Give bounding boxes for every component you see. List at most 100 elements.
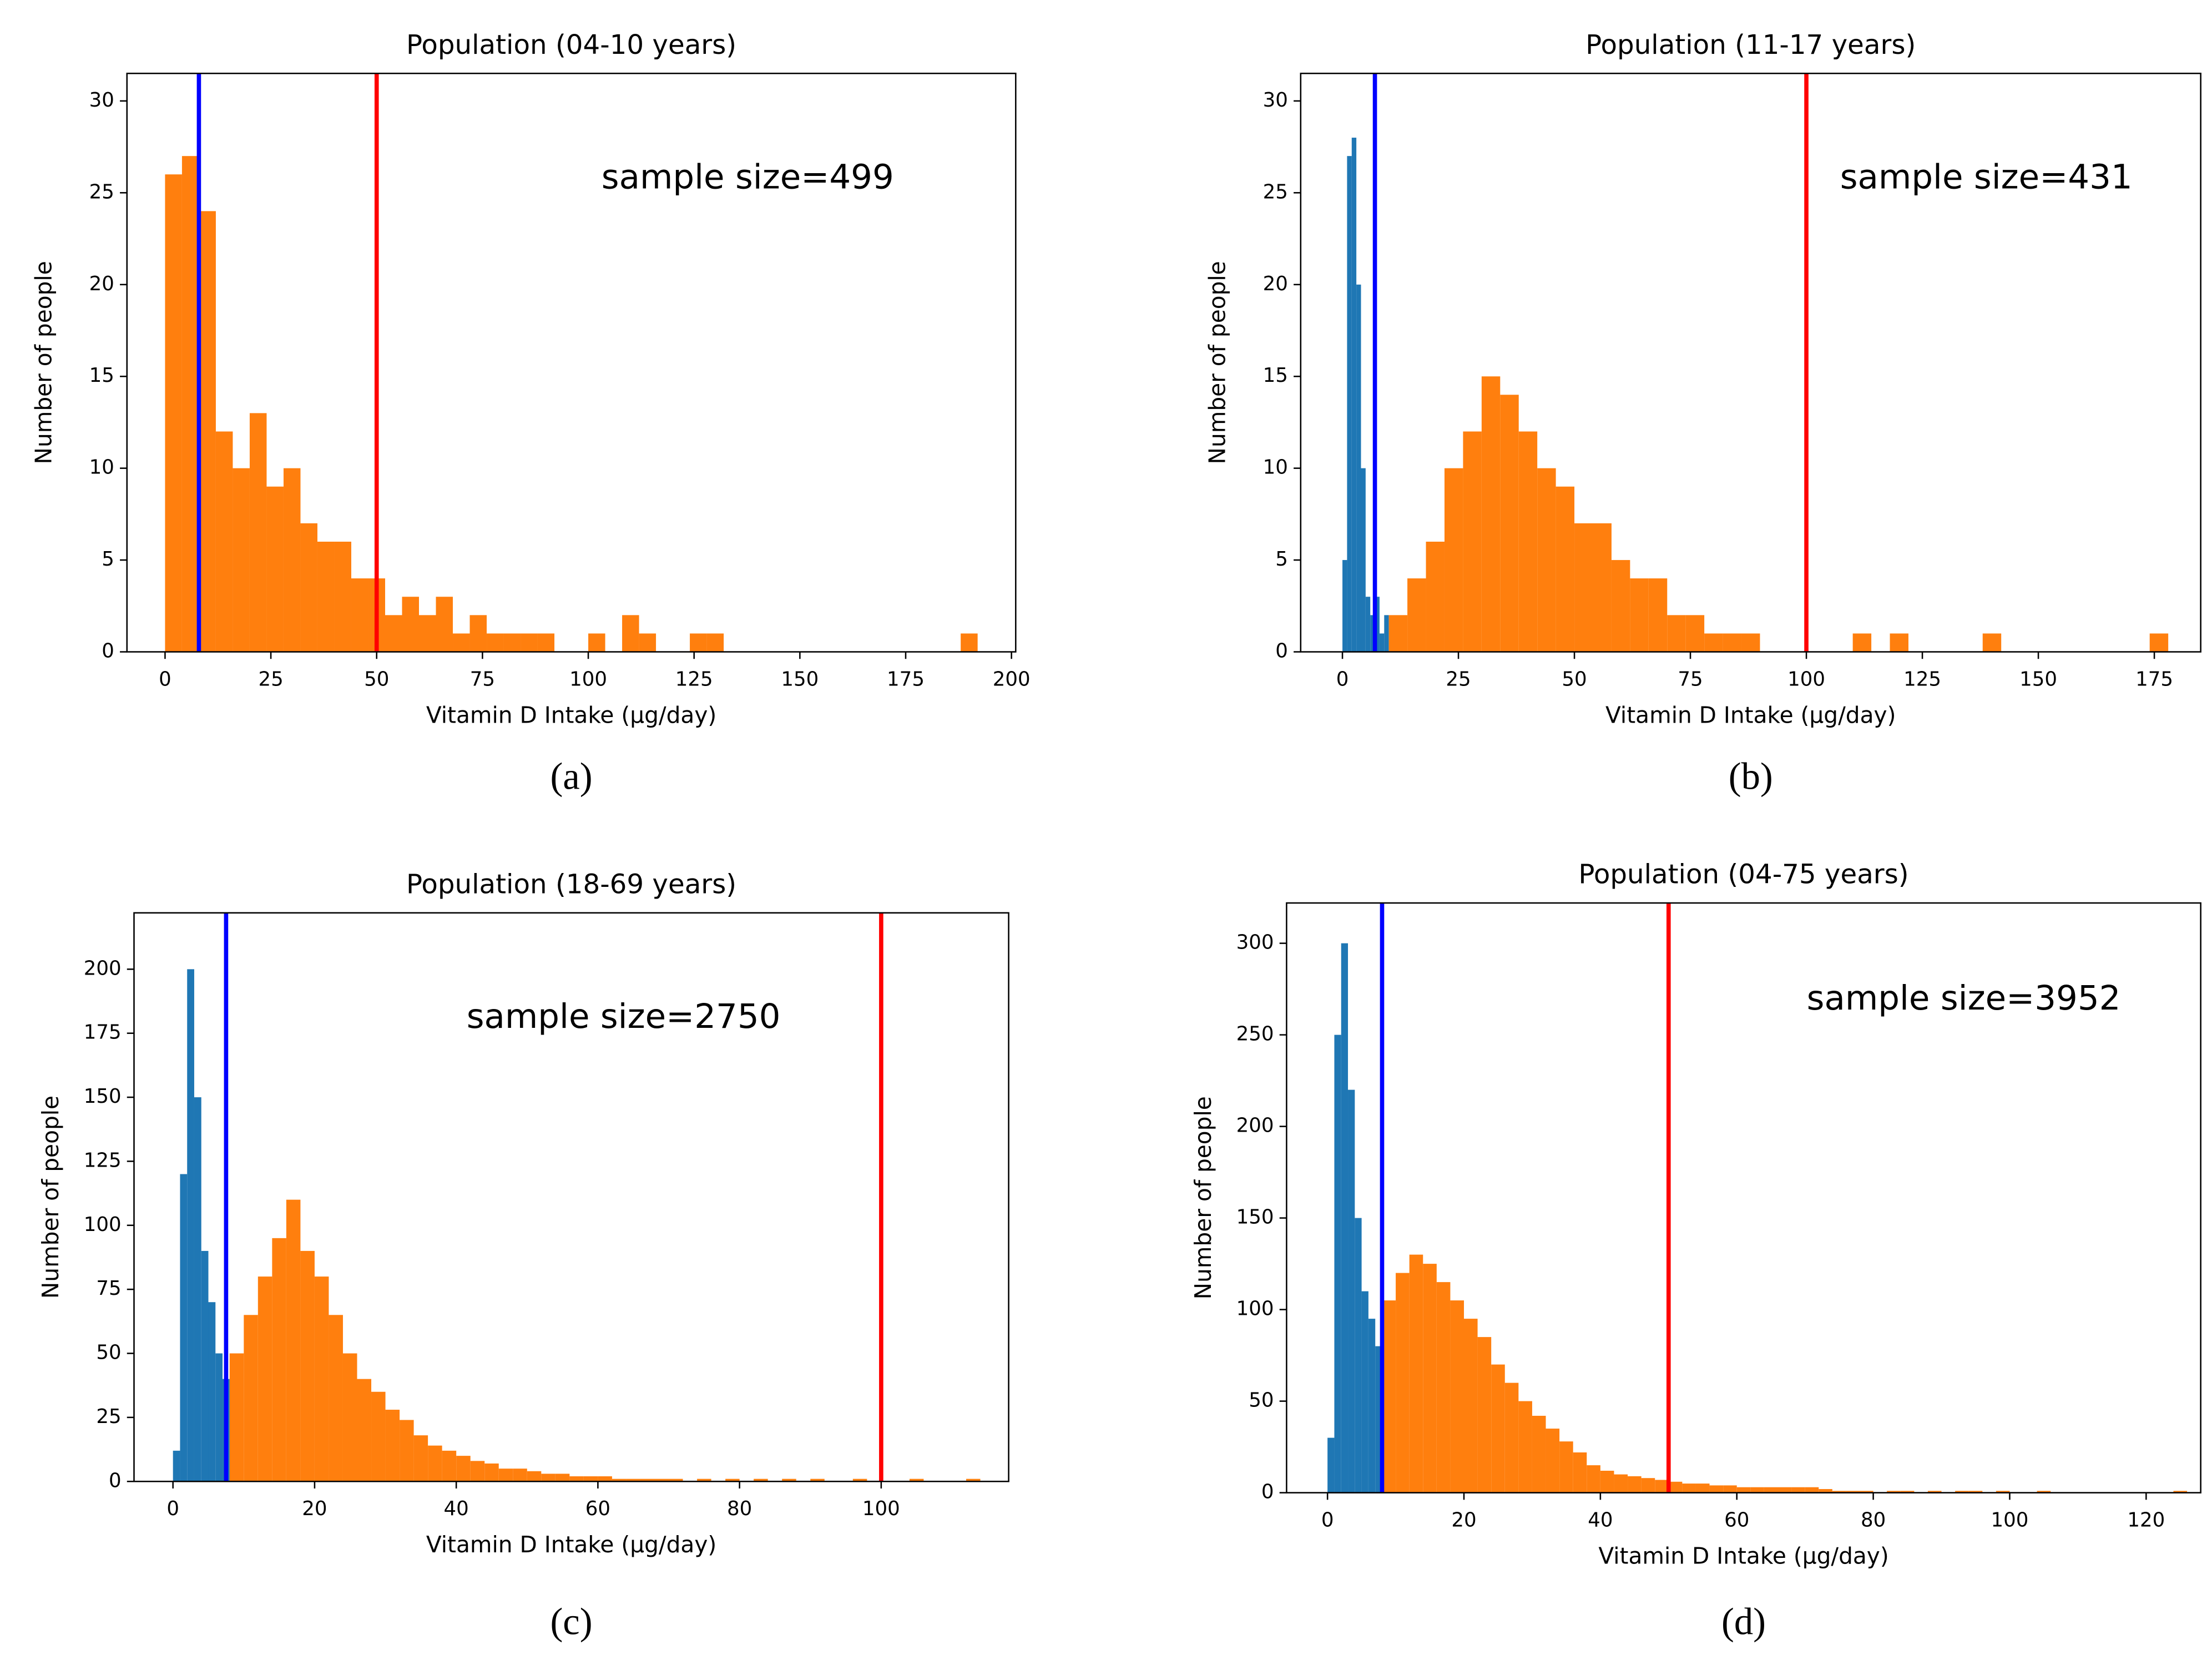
x-tick-label: 20 bbox=[1451, 1508, 1476, 1531]
histogram-bar bbox=[588, 633, 605, 652]
histogram-bar bbox=[1852, 633, 1872, 652]
histogram-bar bbox=[442, 1450, 457, 1482]
chart-title: Population (11-17 years) bbox=[1585, 29, 1916, 60]
x-tick-label: 25 bbox=[1446, 668, 1471, 690]
histogram-bar bbox=[1375, 597, 1380, 652]
histogram-bar bbox=[498, 1469, 513, 1482]
axes-frame bbox=[1286, 902, 2201, 1493]
histogram-bar bbox=[1695, 1484, 1710, 1493]
histogram-bar bbox=[569, 1476, 584, 1482]
histogram-bar bbox=[1500, 395, 1519, 652]
histogram-bar bbox=[1587, 1465, 1600, 1493]
histogram-bar bbox=[1890, 633, 1908, 652]
histogram-bar bbox=[669, 1479, 683, 1482]
histogram-bar bbox=[194, 1097, 201, 1482]
x-tick-label: 0 bbox=[166, 1497, 179, 1520]
y-tick-label: 20 bbox=[89, 273, 114, 295]
histogram-bar bbox=[1518, 431, 1538, 652]
histogram-bar bbox=[469, 615, 487, 652]
x-tick-label: 100 bbox=[862, 1497, 900, 1520]
histogram-bar bbox=[527, 1471, 542, 1482]
histogram-bar bbox=[300, 523, 317, 652]
histogram-bar bbox=[201, 1250, 209, 1482]
y-tick-label: 0 bbox=[1261, 1481, 1274, 1503]
histogram-bar bbox=[1682, 1484, 1696, 1493]
x-tick-label: 120 bbox=[2127, 1508, 2165, 1531]
histogram-bar bbox=[1704, 633, 1723, 652]
histogram-bar bbox=[1341, 943, 1349, 1493]
histogram-bar bbox=[1368, 1319, 1376, 1493]
histogram-bar bbox=[1409, 1254, 1423, 1493]
histogram-bar bbox=[456, 1456, 471, 1482]
histogram-bar bbox=[909, 1479, 924, 1482]
y-tick-label: 5 bbox=[1275, 548, 1288, 571]
histogram-bar bbox=[1968, 1491, 1983, 1493]
histogram-bar bbox=[1370, 615, 1375, 652]
histogram-bar bbox=[249, 413, 267, 652]
x-tick-label: 75 bbox=[470, 668, 495, 690]
axes-frame bbox=[1300, 72, 2201, 653]
histogram-bar bbox=[1777, 1487, 1792, 1493]
histogram-bar bbox=[1685, 615, 1705, 652]
y-tick-label: 300 bbox=[1236, 931, 1274, 954]
histogram-bar bbox=[639, 633, 656, 652]
y-axis-label: Number of people bbox=[30, 261, 57, 464]
histogram-bar bbox=[484, 1463, 499, 1482]
histogram-bar bbox=[385, 1410, 400, 1482]
y-tick-label: 75 bbox=[96, 1277, 121, 1300]
histogram-bar bbox=[487, 633, 504, 652]
histogram-bar bbox=[810, 1479, 825, 1482]
x-tick-label: 125 bbox=[1903, 668, 1941, 690]
y-tick-label: 15 bbox=[89, 364, 114, 387]
histogram-bar bbox=[1342, 560, 1347, 652]
x-tick-label: 50 bbox=[364, 668, 389, 690]
y-tick-label: 10 bbox=[89, 456, 114, 479]
histogram-bar bbox=[300, 1250, 315, 1482]
histogram-bar bbox=[385, 615, 402, 652]
histogram-bar bbox=[1546, 1429, 1560, 1493]
histogram-bar bbox=[583, 1476, 598, 1482]
histogram-bar bbox=[1630, 578, 1649, 652]
y-tick-label: 20 bbox=[1263, 273, 1288, 295]
histogram-bar bbox=[266, 486, 284, 652]
x-axis-label: Vitamin D Intake (µg/day) bbox=[1605, 702, 1896, 728]
histogram-bar bbox=[521, 633, 538, 652]
annotation: sample size=499 bbox=[602, 158, 894, 197]
histogram-bar bbox=[1667, 615, 1686, 652]
x-tick-label: 40 bbox=[1588, 1508, 1613, 1531]
histogram-bar bbox=[1334, 1035, 1341, 1493]
histogram-bar bbox=[187, 969, 194, 1482]
histogram-bar bbox=[470, 1461, 485, 1482]
y-tick-label: 100 bbox=[1236, 1298, 1274, 1320]
histogram-bar bbox=[371, 1391, 386, 1482]
histogram-bar bbox=[1556, 486, 1575, 652]
histogram-bar bbox=[1361, 1291, 1368, 1493]
histogram-bar bbox=[272, 1238, 286, 1482]
histogram-bar bbox=[1347, 156, 1352, 652]
histogram-bar bbox=[1436, 1282, 1451, 1493]
histogram-bar bbox=[1477, 1337, 1492, 1493]
histogram-bar bbox=[257, 1276, 272, 1482]
y-tick-label: 30 bbox=[1263, 89, 1288, 112]
annotation: sample size=2750 bbox=[467, 997, 781, 1036]
axes-frame bbox=[133, 912, 1009, 1482]
histogram-bar bbox=[1559, 1441, 1573, 1493]
histogram-bar bbox=[654, 1479, 669, 1482]
histogram-bar bbox=[1361, 468, 1366, 652]
histogram-bar bbox=[428, 1445, 442, 1482]
histogram-bar bbox=[1750, 1487, 1764, 1493]
y-tick-label: 30 bbox=[89, 89, 114, 112]
histogram-bar bbox=[229, 1353, 244, 1482]
histogram-bar bbox=[233, 468, 250, 652]
histogram-bar bbox=[1464, 1319, 1478, 1493]
histogram-bar bbox=[1444, 468, 1463, 652]
histogram-bar bbox=[1327, 1437, 1335, 1493]
y-tick-label: 10 bbox=[1263, 456, 1288, 479]
histogram-bar bbox=[961, 633, 978, 652]
histogram-bar bbox=[1996, 1491, 2010, 1493]
histogram-bar bbox=[1764, 1487, 1778, 1493]
histogram-bar bbox=[1628, 1476, 1642, 1493]
histogram-bar bbox=[1955, 1491, 1969, 1493]
